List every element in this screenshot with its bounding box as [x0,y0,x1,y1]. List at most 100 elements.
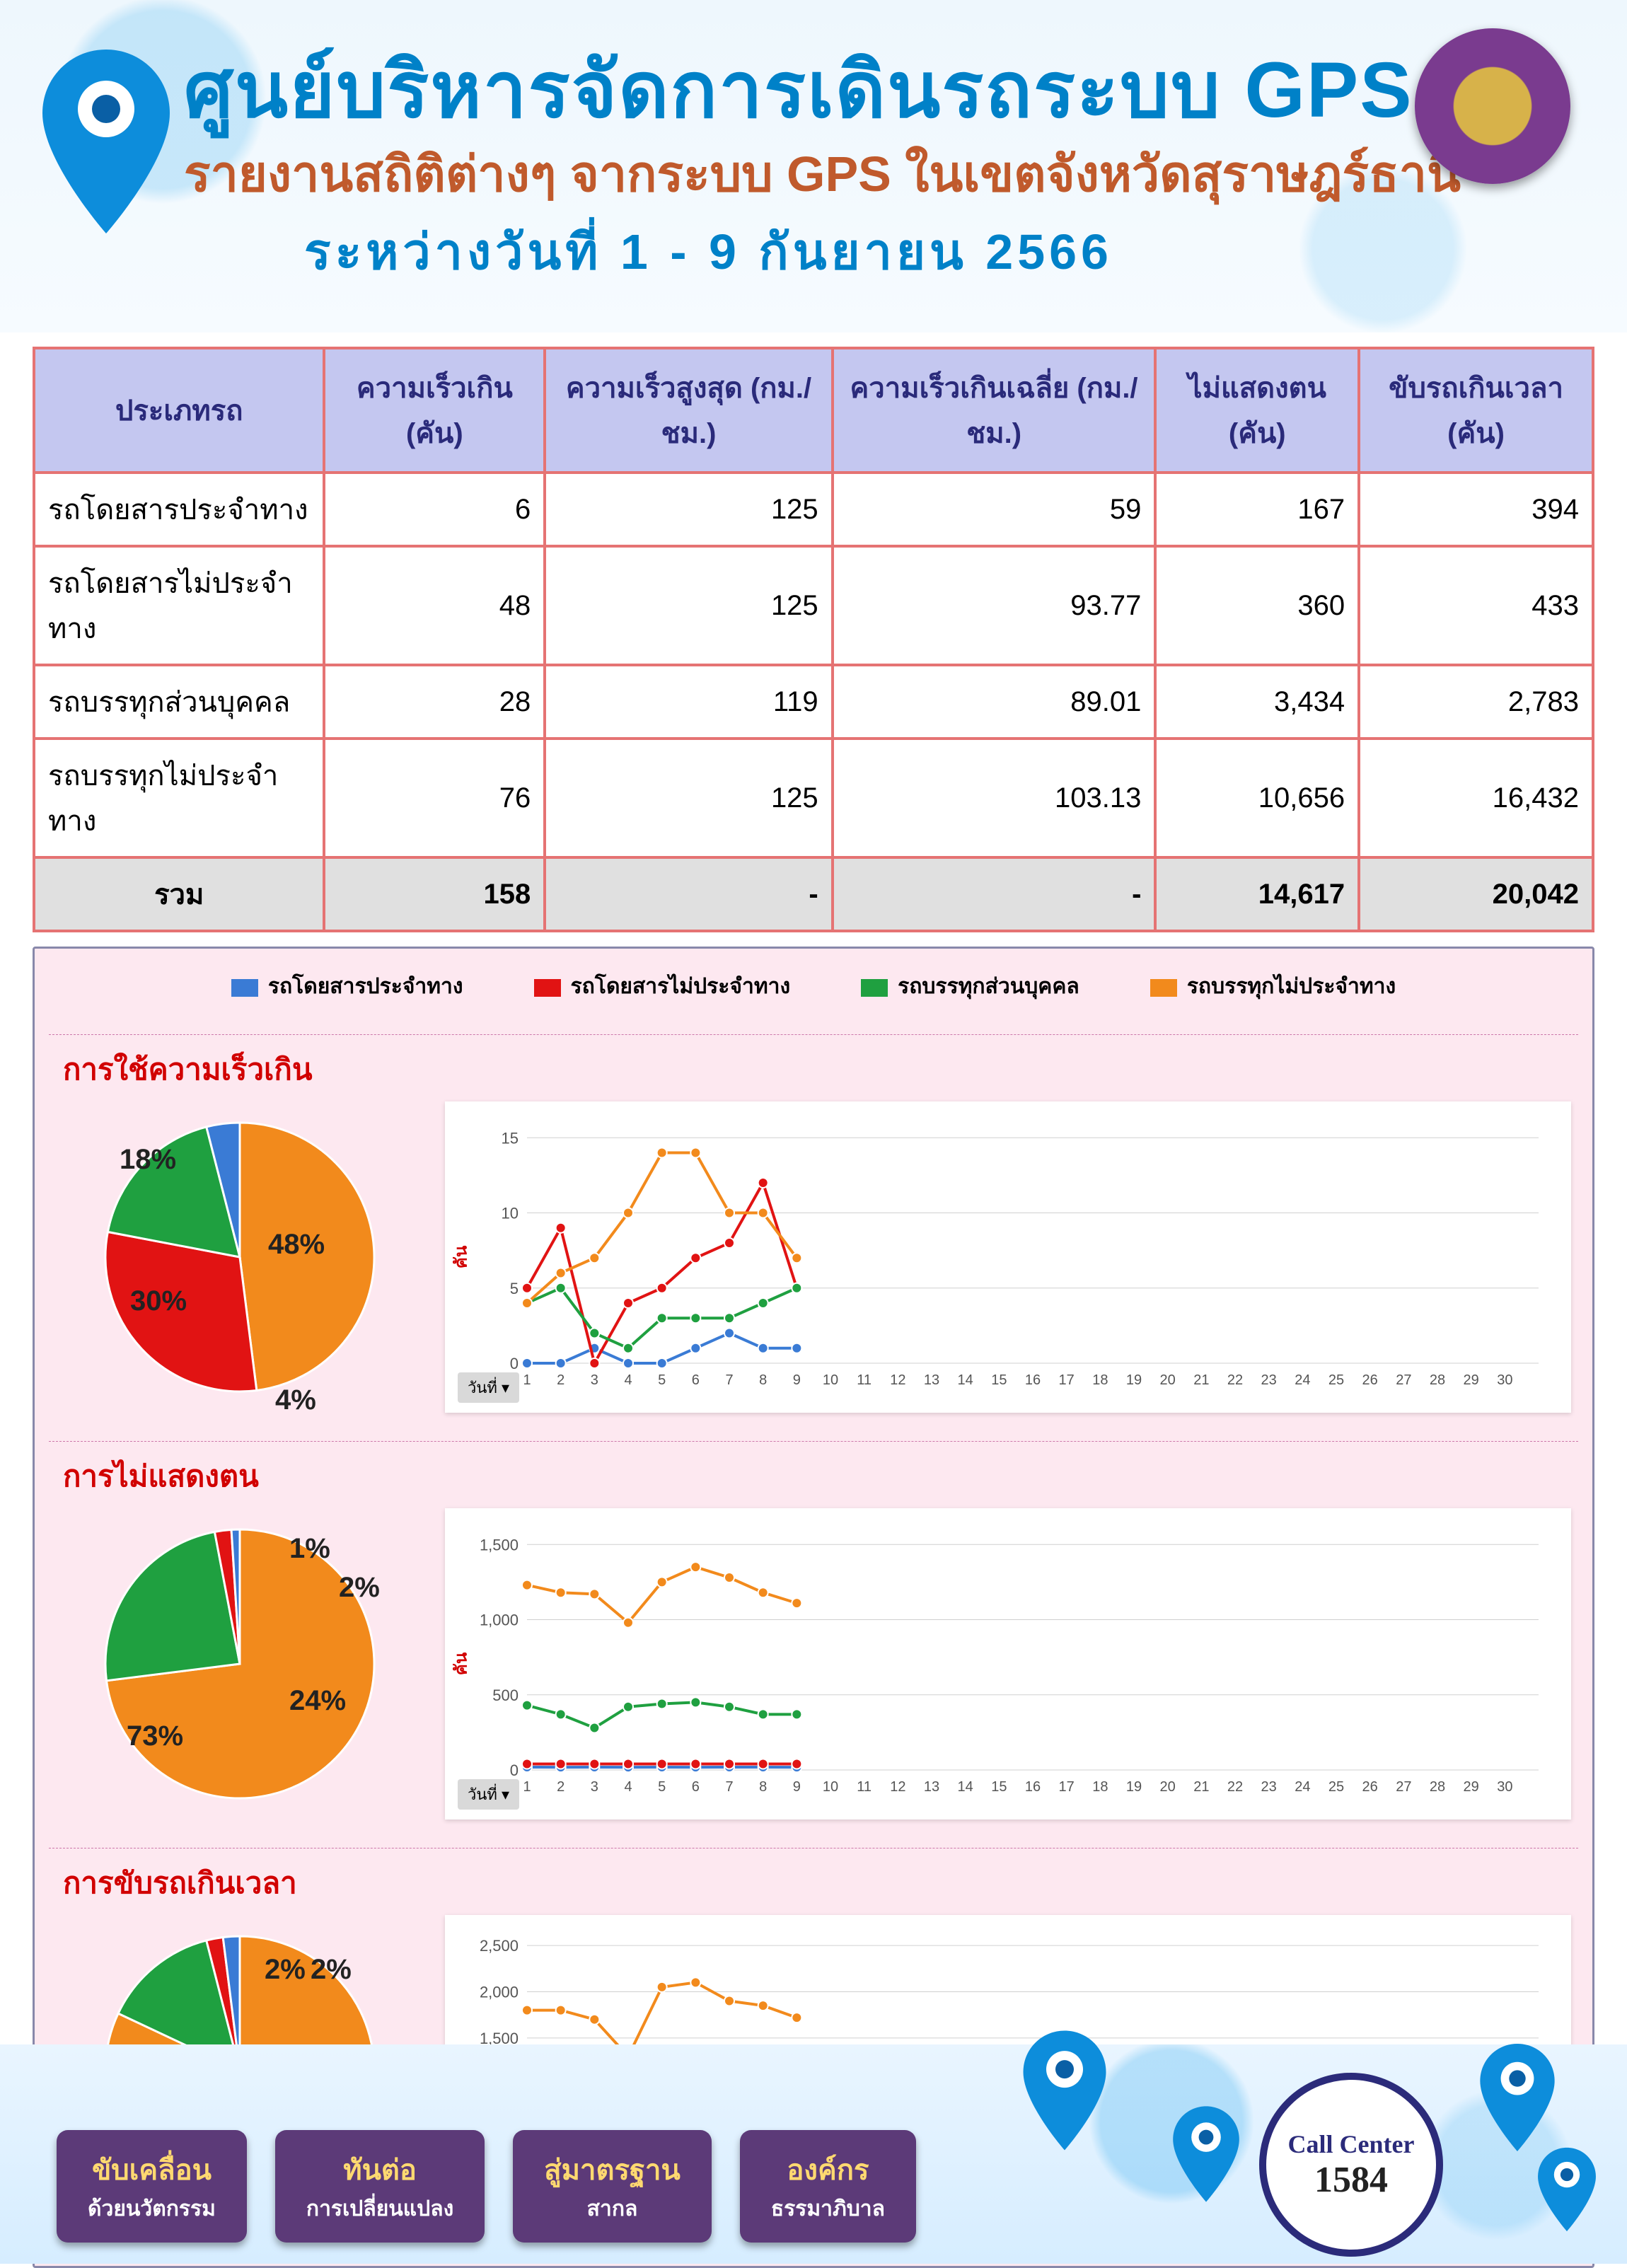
svg-text:30: 30 [1497,1372,1512,1388]
svg-text:9: 9 [793,1779,801,1795]
panel-body: 48%30%18%4%05101512345678910111213141516… [56,1101,1571,1413]
svg-text:5: 5 [510,1280,519,1297]
footer-tag-line2: สากล [544,2192,681,2226]
call-center-number: 1584 [1314,2159,1388,2201]
pie-pct-label: 73% [127,1720,183,1752]
table-row: รถบรรทุกไม่ประจำทาง76125103.1310,65616,4… [34,739,1593,857]
legend-item: รถโดยสารประจำทาง [231,970,463,1003]
panel-title: การใช้ความเร็วเกิน [63,1046,1571,1093]
y-axis-label: คัน [447,1246,475,1268]
svg-text:1: 1 [523,1779,531,1795]
svg-text:28: 28 [1430,1779,1445,1795]
svg-text:29: 29 [1464,1779,1479,1795]
table-cell: 6 [324,473,545,546]
svg-text:20: 20 [1160,1779,1176,1795]
table-cell: 48 [324,546,545,665]
pie-pct-label: 30% [130,1285,187,1317]
table-total-cell: 14,617 [1155,857,1359,931]
svg-text:0: 0 [510,1761,519,1779]
legend-item: รถบรรทุกส่วนบุคคล [861,970,1079,1003]
table-cell: 93.77 [833,546,1156,665]
svg-text:24: 24 [1295,1372,1310,1388]
svg-text:9: 9 [793,1372,801,1388]
footer-tag-line1: ทันต่อ [306,2147,453,2192]
table-cell: 394 [1359,473,1593,546]
table-row: รถบรรทุกส่วนบุคคล2811989.013,4342,783 [34,665,1593,739]
table-col-header: ความเร็วเกินเฉลี่ย (กม./ชม.) [833,348,1156,473]
legend-swatch [231,979,258,997]
table-cell: 167 [1155,473,1359,546]
legend-bar: รถโดยสารประจำทาง รถโดยสารไม่ประจำทาง รถบรร… [49,963,1578,1024]
pie-pct-label: 2% [339,1572,380,1604]
svg-text:22: 22 [1227,1372,1243,1388]
svg-text:27: 27 [1396,1372,1411,1388]
svg-text:24: 24 [1295,1779,1310,1795]
legend-item: รถโดยสารไม่ประจำทาง [534,970,791,1003]
title-main: ศูนย์บริหารจัดการเดินรถระบบ GPS [184,28,1413,151]
stats-table: ประเภทรถความเร็วเกิน (คัน)ความเร็วสูงสุด… [33,347,1594,932]
table-cell: รถโดยสารประจำทาง [34,473,324,546]
svg-text:13: 13 [924,1372,939,1388]
svg-text:5: 5 [658,1779,666,1795]
table-col-header: ความเร็วเกิน (คัน) [324,348,545,473]
pie-pct-label: 4% [275,1384,316,1416]
svg-text:16: 16 [1025,1372,1041,1388]
x-axis-selector[interactable]: วันที่ ▾ [458,1779,519,1810]
svg-text:15: 15 [991,1372,1007,1388]
svg-text:500: 500 [492,1686,519,1704]
svg-text:17: 17 [1059,1779,1075,1795]
call-center-badge: Call Center 1584 [1259,2073,1443,2257]
svg-text:17: 17 [1059,1372,1075,1388]
table-total-cell: - [545,857,832,931]
svg-text:25: 25 [1328,1372,1344,1388]
footer-tag: ทันต่อ การเปลี่ยนแปลง [275,2130,485,2243]
pie-chart: 73%24%2%1% [56,1508,424,1819]
table-cell: 59 [833,473,1156,546]
panel-title: การขับรถเกินเวลา [63,1860,1571,1907]
footer-tag-line1: สู่มาตรฐาน [544,2147,681,2192]
gps-pin-icon [1535,2148,1599,2232]
svg-text:2,500: 2,500 [480,1937,519,1955]
svg-text:25: 25 [1328,1779,1344,1795]
table-cell: 125 [545,739,832,857]
svg-text:6: 6 [692,1779,700,1795]
table-col-header: ประเภทรถ [34,348,324,473]
legend-swatch [534,979,561,997]
table-cell: 28 [324,665,545,739]
panel-speed: การใช้ความเร็วเกิน48%30%18%4%05101512345… [49,1034,1578,1431]
svg-text:3: 3 [591,1779,598,1795]
svg-text:27: 27 [1396,1779,1411,1795]
table-cell: 76 [324,739,545,857]
svg-text:16: 16 [1025,1779,1041,1795]
table-cell: 2,783 [1359,665,1593,739]
table-col-header: ไม่แสดงตน (คัน) [1155,348,1359,473]
footer: ขับเคลื่อน ด้วยนวัตกรรมทันต่อ การเปลี่ยน… [0,2044,1627,2264]
table-col-header: ความเร็วสูงสุด (กม./ชม.) [545,348,832,473]
svg-text:29: 29 [1464,1372,1479,1388]
svg-text:30: 30 [1497,1779,1512,1795]
svg-text:14: 14 [958,1779,973,1795]
footer-tag-line1: องค์กร [771,2147,885,2192]
table-cell: 89.01 [833,665,1156,739]
svg-text:23: 23 [1261,1779,1277,1795]
svg-text:14: 14 [958,1372,973,1388]
svg-text:10: 10 [823,1779,838,1795]
svg-text:15: 15 [502,1129,519,1147]
svg-text:8: 8 [759,1779,767,1795]
pie-pct-label: 2% [265,1954,306,1986]
svg-text:13: 13 [924,1779,939,1795]
table-cell: 16,432 [1359,739,1593,857]
report-header: ศูนย์บริหารจัดการเดินรถระบบ GPS รายงานสถ… [0,0,1627,332]
table-total-cell: รวม [34,857,324,931]
table-cell: 3,434 [1155,665,1359,739]
call-center-label: Call Center [1288,2129,1415,2159]
table-total-cell: - [833,857,1156,931]
x-axis-selector[interactable]: วันที่ ▾ [458,1372,519,1403]
svg-text:2,000: 2,000 [480,1983,519,2001]
dlt-seal-icon [1415,28,1570,184]
table-cell: 119 [545,665,832,739]
svg-text:1: 1 [523,1372,531,1388]
table-total-row: รวม158--14,61720,042 [34,857,1593,931]
footer-tag-line2: การเปลี่ยนแปลง [306,2192,453,2226]
svg-text:20: 20 [1160,1372,1176,1388]
